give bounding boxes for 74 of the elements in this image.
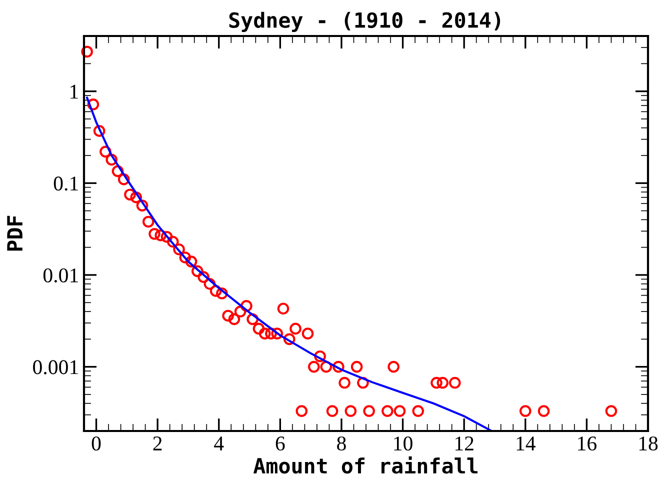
point — [216, 287, 228, 300]
point — [320, 360, 332, 373]
point — [228, 313, 240, 326]
point — [192, 265, 204, 278]
point — [240, 300, 252, 312]
point — [130, 191, 142, 204]
y-tick-label: 1 — [70, 84, 78, 99]
point — [81, 46, 93, 58]
point — [283, 333, 296, 346]
point — [436, 376, 449, 389]
point — [112, 165, 124, 178]
x-tick-label: 10 — [394, 436, 412, 451]
point — [605, 405, 618, 417]
point — [388, 360, 400, 373]
chart-title: Sydney - (1910 - 2014) — [229, 12, 500, 32]
point — [382, 405, 394, 417]
point — [166, 236, 179, 248]
point — [118, 173, 130, 186]
y-tick-label: 0.001 — [33, 360, 78, 374]
y-axis-title: PDF — [7, 216, 22, 251]
point — [142, 216, 154, 228]
point — [246, 313, 258, 326]
point — [338, 376, 350, 389]
x-tick-label: 8 — [337, 436, 346, 451]
point — [430, 376, 442, 389]
point — [357, 376, 369, 389]
x-axis-title: Amount of rainfall — [253, 456, 478, 474]
point — [222, 310, 234, 322]
point — [136, 200, 148, 212]
y-tick-label: 0.01 — [43, 268, 78, 282]
y-tick-label: 0.1 — [54, 176, 78, 191]
x-tick-label: 12 — [456, 436, 474, 450]
point — [173, 243, 185, 256]
point — [148, 228, 160, 240]
point — [314, 350, 326, 362]
x-tick-label: 6 — [276, 436, 285, 451]
point — [258, 328, 271, 340]
point — [93, 125, 106, 137]
point — [204, 278, 216, 290]
point — [363, 405, 375, 417]
x-tick-label: 14 — [516, 436, 536, 450]
point — [302, 328, 314, 340]
point — [308, 360, 320, 373]
point — [252, 322, 265, 335]
point — [448, 376, 461, 389]
point — [154, 229, 167, 242]
point — [344, 405, 357, 417]
x-tick-label: 2 — [153, 436, 162, 450]
point — [290, 322, 302, 335]
point — [160, 230, 173, 243]
x-tick-label: 4 — [214, 436, 224, 450]
point — [350, 360, 363, 373]
line-series — [86, 96, 493, 431]
point — [519, 405, 532, 417]
point — [412, 405, 424, 417]
point — [179, 252, 192, 264]
point — [106, 154, 118, 166]
x-tick-label: 16 — [578, 436, 596, 451]
point — [100, 146, 112, 158]
point — [296, 405, 308, 417]
point — [271, 328, 284, 340]
point — [124, 188, 136, 201]
point — [332, 360, 344, 373]
point — [210, 285, 222, 297]
point — [198, 271, 210, 283]
point — [265, 328, 277, 340]
point — [538, 405, 550, 417]
x-tick-label: 18 — [639, 436, 658, 451]
point — [326, 405, 338, 417]
point — [277, 302, 290, 315]
x-tick-label: 0 — [92, 436, 101, 451]
point — [87, 98, 100, 110]
point — [394, 405, 406, 417]
point — [185, 256, 198, 268]
